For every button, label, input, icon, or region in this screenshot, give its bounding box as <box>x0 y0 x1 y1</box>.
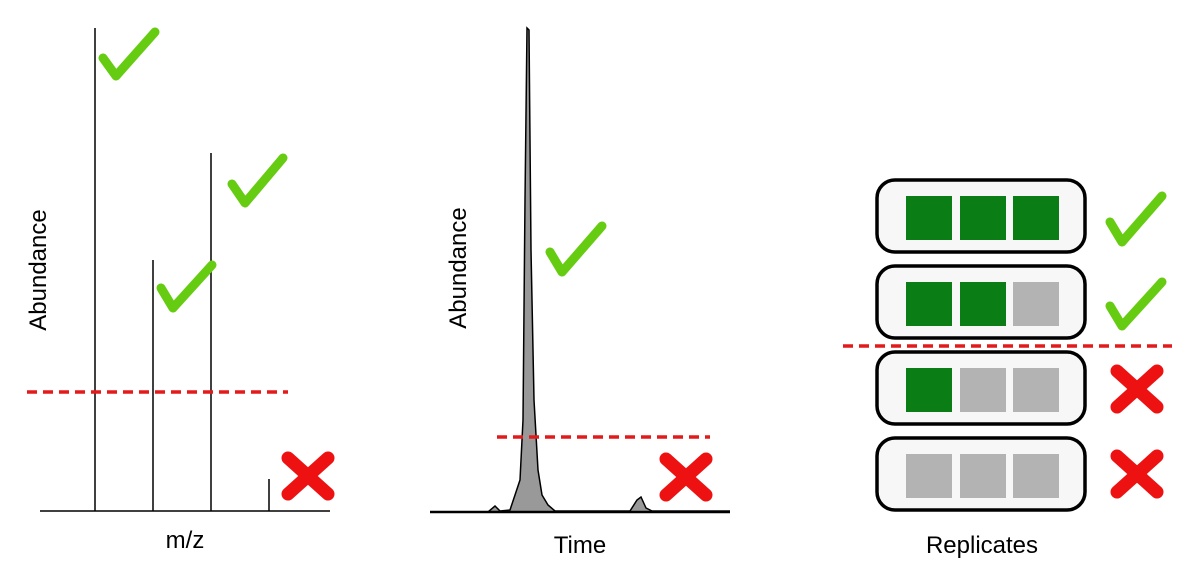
cross <box>1110 449 1164 499</box>
cross <box>1110 364 1164 414</box>
replicates-panel: Replicates <box>843 178 1172 559</box>
check <box>98 27 160 81</box>
y-label: Abundance <box>445 207 472 328</box>
cross <box>281 451 335 501</box>
chromatogram-panel: Abundance Time <box>430 26 730 559</box>
x-label: m/z <box>166 527 205 554</box>
check <box>1105 277 1167 331</box>
check <box>156 260 217 313</box>
check <box>1105 191 1167 247</box>
x-label: Replicates <box>926 532 1038 559</box>
mass-spectrum-panel: Abundance m/z <box>25 27 335 554</box>
y-label: Abundance <box>25 209 52 330</box>
x-label: Time <box>554 532 606 559</box>
chromatogram <box>430 26 730 513</box>
check <box>545 221 607 277</box>
cross <box>659 452 713 502</box>
check <box>227 153 288 208</box>
